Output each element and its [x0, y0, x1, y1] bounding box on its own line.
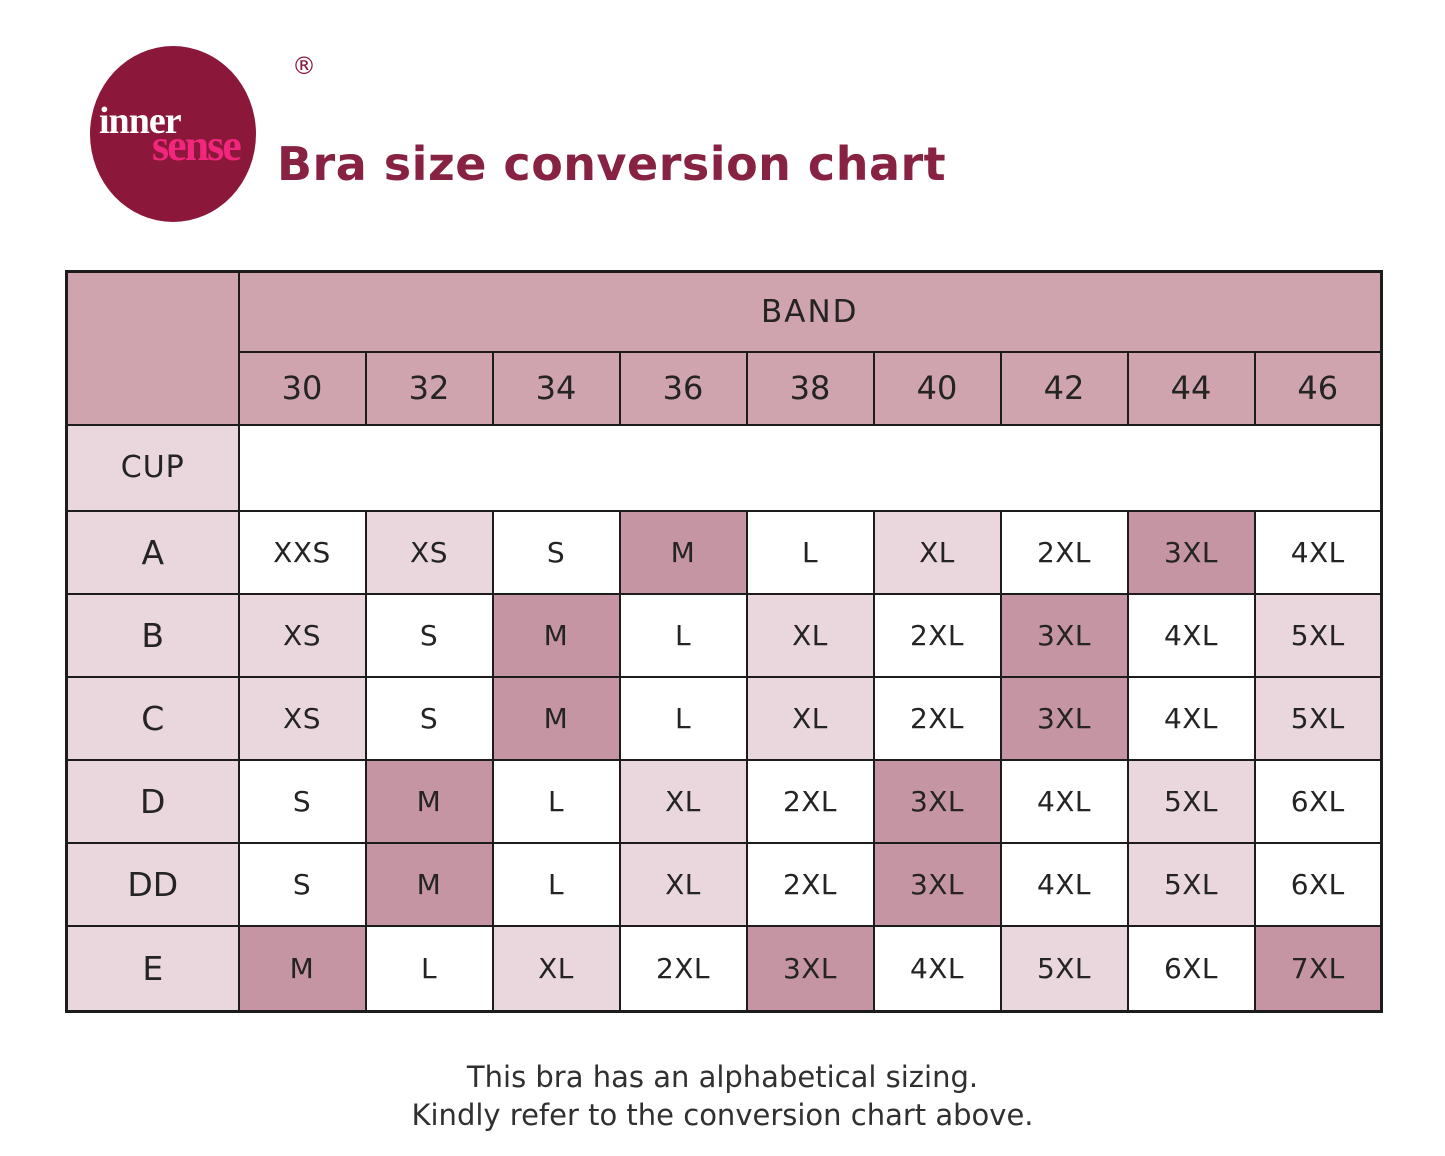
size-cell: 4XL: [872, 924, 1002, 1013]
size-cell: 6XL: [1253, 841, 1383, 927]
size-cell: XL: [872, 509, 1002, 595]
cup-row-label: B: [65, 592, 240, 678]
size-cell: 3XL: [872, 841, 1002, 927]
footer-note: This bra has an alphabetical sizing. Kin…: [0, 1058, 1445, 1134]
size-cell: 3XL: [1126, 509, 1256, 595]
size-cell: XL: [745, 592, 875, 678]
size-cell: 2XL: [872, 592, 1002, 678]
size-cell: S: [491, 509, 621, 595]
size-cell: M: [237, 924, 367, 1013]
size-cell: 2XL: [618, 924, 748, 1013]
cup-row-a: A XXS XS S M L XL 2XL 3XL 4XL: [65, 509, 1383, 595]
size-cell: 2XL: [745, 841, 875, 927]
cup-row-label: E: [65, 924, 240, 1013]
size-cell: S: [237, 758, 367, 844]
size-cell: S: [364, 592, 494, 678]
registered-trademark-icon: ®: [292, 52, 316, 80]
size-cell: L: [364, 924, 494, 1013]
cup-row-label: DD: [65, 841, 240, 927]
cup-row-d: D S M L XL 2XL 3XL 4XL 5XL 6XL: [65, 758, 1383, 844]
size-table-body: CUP A XXS XS S M L XL 2XL 3XL 4XL B XS S M L XL 2XL 3XL 4X…: [65, 423, 1383, 1013]
band-size-header: 32: [364, 350, 494, 426]
brand-logo: inner sense ®: [90, 46, 316, 222]
size-cell: 3XL: [999, 592, 1129, 678]
size-cell: S: [237, 841, 367, 927]
size-cell: 5XL: [1126, 841, 1256, 927]
size-cell: 5XL: [1253, 592, 1383, 678]
size-cell: 4XL: [1126, 675, 1256, 761]
cup-header-empty-cell: [237, 423, 1383, 512]
page-title: Bra size conversion chart: [277, 136, 947, 191]
cup-row-e: E M L XL 2XL 3XL 4XL 5XL 6XL 7XL: [65, 924, 1383, 1013]
band-size-header: 36: [618, 350, 748, 426]
size-cell: M: [364, 758, 494, 844]
cup-row-dd: DD S M L XL 2XL 3XL 4XL 5XL 6XL: [65, 841, 1383, 927]
logo-text-sense: sense: [152, 121, 242, 170]
size-cell: 4XL: [999, 758, 1129, 844]
size-cell: M: [491, 675, 621, 761]
size-cell: 2XL: [999, 509, 1129, 595]
size-cell: 5XL: [1126, 758, 1256, 844]
band-size-header: 40: [872, 350, 1002, 426]
band-size-header: 46: [1253, 350, 1383, 426]
size-cell: L: [618, 592, 748, 678]
size-cell: 3XL: [999, 675, 1129, 761]
size-cell: 5XL: [999, 924, 1129, 1013]
band-size-header: 44: [1126, 350, 1256, 426]
size-cell: 6XL: [1126, 924, 1256, 1013]
size-cell: XS: [237, 592, 367, 678]
size-cell: M: [491, 592, 621, 678]
band-header-row: BAND: [65, 270, 1383, 426]
size-cell: L: [745, 509, 875, 595]
size-cell: 2XL: [745, 758, 875, 844]
cup-row-label: C: [65, 675, 240, 761]
footer-line-2: Kindly refer to the conversion chart abo…: [411, 1098, 1034, 1132]
band-header-cell: BAND: [237, 270, 1383, 353]
band-size-header: 38: [745, 350, 875, 426]
band-size-header: 30: [237, 350, 367, 426]
cup-row-label: D: [65, 758, 240, 844]
size-cell: XS: [364, 509, 494, 595]
size-cell: XL: [618, 841, 748, 927]
size-cell: 7XL: [1253, 924, 1383, 1013]
size-cell: 4XL: [1253, 509, 1383, 595]
corner-cell: [65, 270, 240, 426]
size-cell: 4XL: [999, 841, 1129, 927]
size-cell: L: [491, 758, 621, 844]
cup-header-row: CUP: [65, 423, 1383, 512]
size-conversion-table: BAND 30 32 34 36 38 40 42 44 46 CUP A XXS XS S M L XL 2…: [65, 270, 1383, 1013]
band-size-header: 34: [491, 350, 621, 426]
size-cell: XL: [491, 924, 621, 1013]
size-cell: 2XL: [872, 675, 1002, 761]
size-cell: XXS: [237, 509, 367, 595]
size-cell: S: [364, 675, 494, 761]
size-cell: XL: [745, 675, 875, 761]
logo-circle-icon: [90, 46, 256, 222]
size-cell: XL: [618, 758, 748, 844]
size-cell: L: [491, 841, 621, 927]
cup-row-label: A: [65, 509, 240, 595]
band-sizes-row: 30 32 34 36 38 40 42 44 46: [67, 350, 1383, 426]
size-cell: 3XL: [872, 758, 1002, 844]
size-cell: 5XL: [1253, 675, 1383, 761]
footer-line-1: This bra has an alphabetical sizing.: [466, 1060, 979, 1094]
size-cell: 3XL: [745, 924, 875, 1013]
logo-text-inner: inner: [99, 100, 182, 142]
size-cell: M: [364, 841, 494, 927]
cup-header-cell: CUP: [65, 423, 240, 512]
size-cell: L: [618, 675, 748, 761]
band-size-header: 42: [999, 350, 1129, 426]
size-cell: XS: [237, 675, 367, 761]
size-cell: 6XL: [1253, 758, 1383, 844]
size-cell: 4XL: [1126, 592, 1256, 678]
size-cell: M: [618, 509, 748, 595]
cup-row-c: C XS S M L XL 2XL 3XL 4XL 5XL: [65, 675, 1383, 761]
cup-row-b: B XS S M L XL 2XL 3XL 4XL 5XL: [65, 592, 1383, 678]
